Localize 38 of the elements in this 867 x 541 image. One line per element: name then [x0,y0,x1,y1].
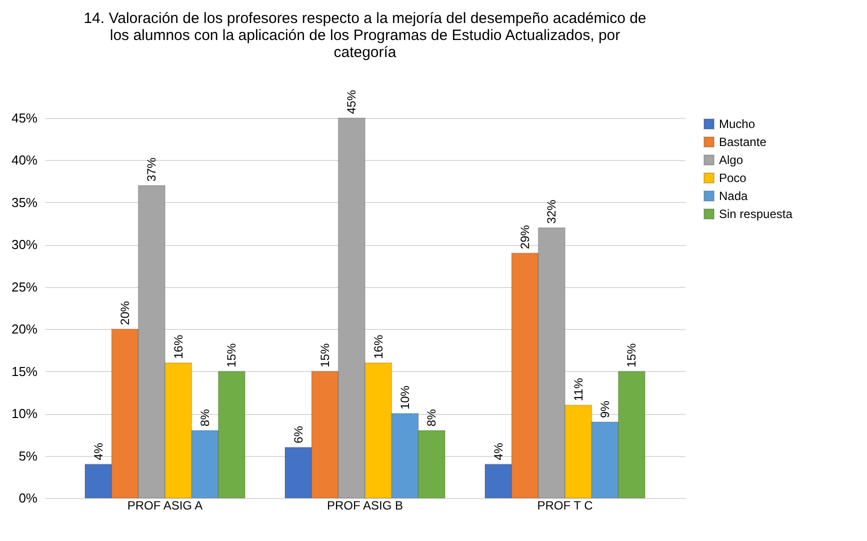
x-tick-label: PROF T C [537,498,594,512]
legend-label: Bastante [719,135,767,149]
data-label: 20% [118,300,132,326]
data-label: 15% [624,342,639,368]
y-tick-label: 25% [11,279,38,294]
y-tick-label: 15% [11,364,38,379]
y-tick-label: 30% [11,237,38,252]
data-label: 45% [344,90,359,114]
y-tick-label: 10% [11,406,38,422]
data-label: 8% [198,408,212,426]
data-label: 6% [291,426,306,444]
legend-label: Mucho [719,117,756,131]
legend-label: Nada [719,189,748,203]
legend-label: Poco [719,171,747,185]
x-tick-label: PROF ASIG A [127,498,203,512]
legend-label: Algo [719,153,744,167]
y-tick-label: 45% [11,110,38,126]
data-label: 8% [424,408,439,426]
data-label: 16% [371,334,386,359]
data-label: 11% [571,378,586,402]
data-label: 16% [171,334,186,359]
legend-label: Sin respuesta [719,207,793,221]
data-label: 4% [91,442,106,460]
data-label: 4% [491,442,506,460]
data-label: 37% [144,157,159,182]
data-label: 15% [224,342,239,368]
data-label: 15% [318,342,332,368]
data-label: 29% [518,224,532,250]
y-tick-label: 0% [18,490,38,506]
data-label: 9% [598,400,612,418]
chart-title: 14. Valoración de los profesores respecto a la mejoría del desempeño académico de los alumnos con la aplicación de los Programas de Estudio Actualizados, por categoría [84,10,646,61]
y-tick-label: 5% [18,448,38,464]
y-tick-label: 35% [11,194,38,210]
y-tick-label: 20% [11,322,38,337]
y-tick-label: 40% [11,152,38,168]
data-label: 32% [544,199,559,224]
data-label: 10% [398,385,412,410]
x-tick-label: PROF ASIG B [326,498,404,512]
